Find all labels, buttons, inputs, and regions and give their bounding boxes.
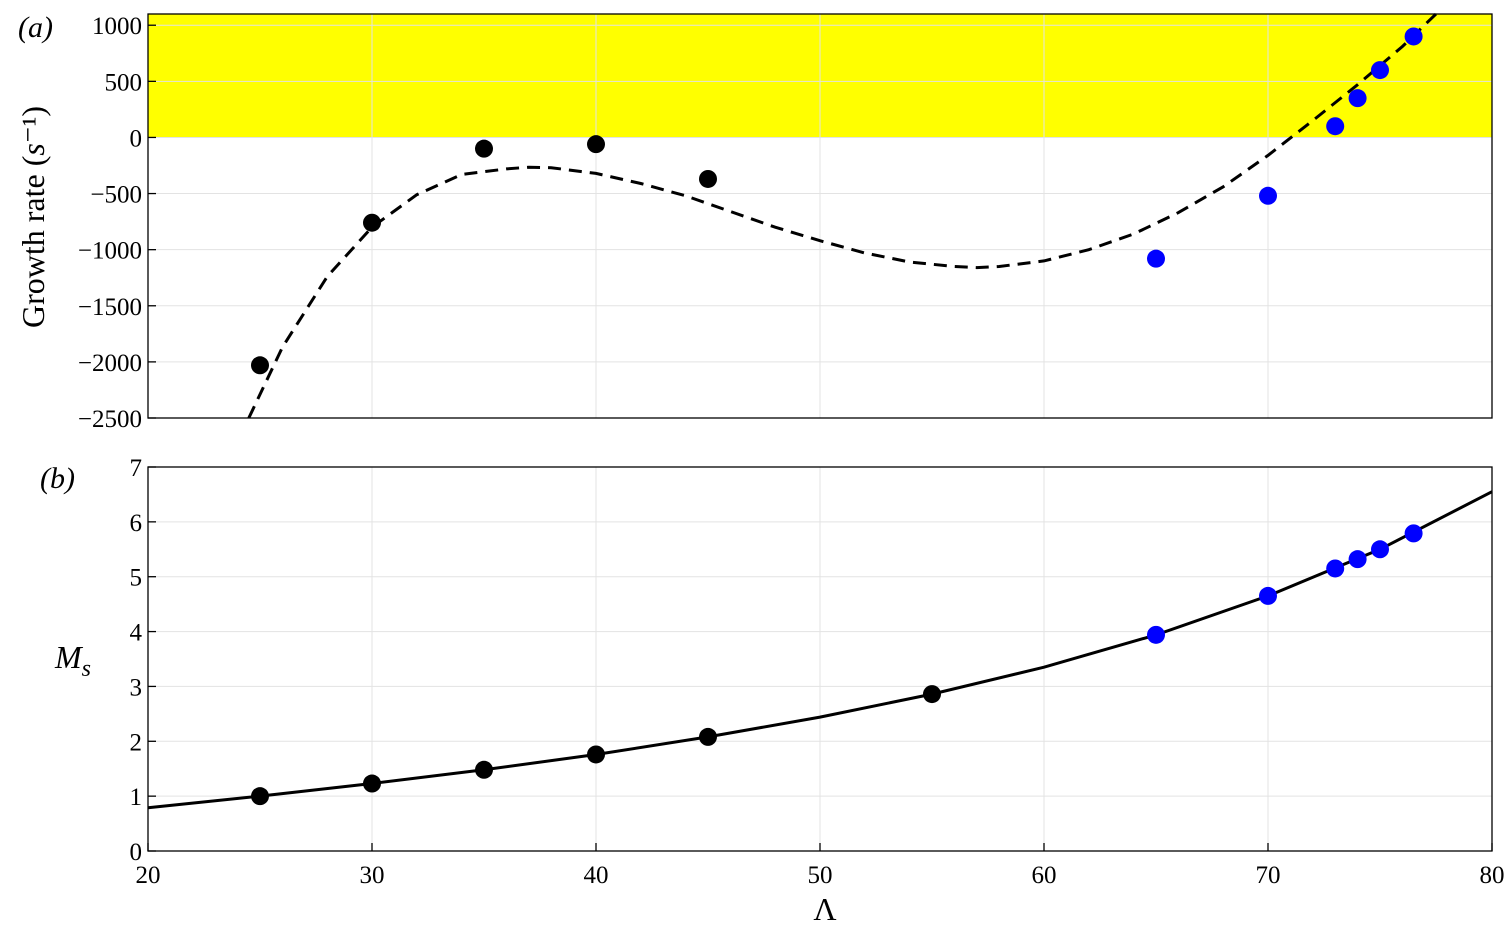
- panel-b-data-points: [251, 524, 1423, 806]
- panel-a-point-0-4: [699, 169, 717, 188]
- panel-b-point-1-5: [1404, 524, 1423, 543]
- panel-a-y-tick-label-4: −500: [90, 182, 142, 209]
- panel-a-point-1-3: [1348, 89, 1367, 108]
- panel-a-point-1-0: [1147, 249, 1165, 268]
- panel-a-y-tick-label-7: 1000: [92, 13, 142, 40]
- panel-b-point-0-5: [923, 685, 941, 704]
- panel-b-x-tick-label-4: 60: [1032, 862, 1057, 889]
- panel-b-y-tick-labels: 0 1 2 3 4 5 6 7: [130, 455, 156, 866]
- panel-a-point-1-2: [1326, 117, 1345, 136]
- panel-b-x-tick-label-2: 40: [584, 862, 609, 889]
- panel-b-point-1-1: [1259, 586, 1277, 605]
- panel-b-y-tick-label-4: 4: [130, 620, 143, 647]
- panel-a-frame: [147, 13, 1493, 419]
- panel-b-label: (b): [40, 462, 75, 495]
- panel-b-point-0-0: [251, 787, 269, 806]
- panel-a-point-0-2: [475, 139, 493, 158]
- panel-b-point-1-0: [1147, 625, 1165, 644]
- panel-b-point-0-1: [363, 774, 381, 793]
- panel-b-y-tick-label-0: 0: [130, 839, 143, 866]
- panel-a-y-tick-label-6: 500: [105, 69, 143, 96]
- panel-a-point-0-0: [251, 356, 269, 375]
- panel-a-point-1-4: [1371, 61, 1389, 80]
- panel-a-y-tick-label-3: −1000: [78, 238, 142, 265]
- panel-b-x-tick-label-0: 20: [136, 862, 161, 889]
- panel-a-y-tick-label-1: −2000: [78, 350, 142, 377]
- panel-b-y-tick-label-2: 2: [130, 729, 143, 756]
- panel-b-point-1-2: [1326, 559, 1345, 578]
- panel-a-dashed-fit-curve: [247, 12, 1438, 419]
- panel-a-growth-rate: −2500 −2000 −1500 −1000 −500 0 500 1000 (a) Gro…: [15, 11, 1493, 433]
- panel-a-y-tick-label-5: 0: [130, 125, 143, 152]
- panel-b-y-tick-label-5: 5: [130, 565, 143, 592]
- panel-b-x-tick-labels: 20 30 40 50 60 70 80: [136, 843, 1505, 889]
- panel-b-point-1-4: [1371, 540, 1389, 559]
- panel-b-ms: 0 1 2 3 4 5 6 7 20 30 40 50 60 70 80 (b) Ms Λ: [40, 455, 1505, 927]
- panel-a-y-tick-labels: −2500 −2000 −1500 −1000 −500 0 500 1000: [78, 13, 156, 433]
- panel-b-point-0-3: [587, 745, 605, 764]
- panel-b-point-1-3: [1348, 550, 1367, 569]
- panel-a-point-0-3: [587, 135, 605, 154]
- panel-a-data-points: [251, 27, 1423, 375]
- panel-b-x-tick-label-3: 50: [808, 862, 833, 889]
- panel-b-y-tick-label-7: 7: [130, 455, 143, 482]
- panel-b-x-tick-label-1: 30: [360, 862, 385, 889]
- panel-a-point-1-1: [1259, 186, 1277, 205]
- panel-a-y-tick-label-2: −1500: [78, 294, 142, 321]
- panel-b-grid: [147, 466, 1493, 852]
- panel-a-label: (a): [18, 11, 53, 44]
- panel-a-point-0-1: [363, 213, 381, 232]
- panel-b-y-axis-label: Ms: [54, 639, 91, 682]
- panel-b-y-tick-label-3: 3: [130, 674, 143, 701]
- panel-b-x-axis-label: Λ: [813, 891, 836, 927]
- panel-a-y-tick-label-0: −2500: [78, 406, 142, 433]
- panel-b-point-0-4: [699, 727, 717, 746]
- panel-b-point-0-2: [475, 760, 493, 779]
- panel-b-x-tick-label-6: 80: [1480, 862, 1505, 889]
- panel-b-y-tick-label-1: 1: [130, 784, 143, 811]
- panel-a-point-1-5: [1404, 27, 1423, 46]
- panel-b-x-tick-label-5: 70: [1256, 862, 1281, 889]
- panel-b-y-tick-label-6: 6: [130, 510, 143, 537]
- panel-a-y-axis-label: Growth rate (s⁻¹): [15, 106, 51, 328]
